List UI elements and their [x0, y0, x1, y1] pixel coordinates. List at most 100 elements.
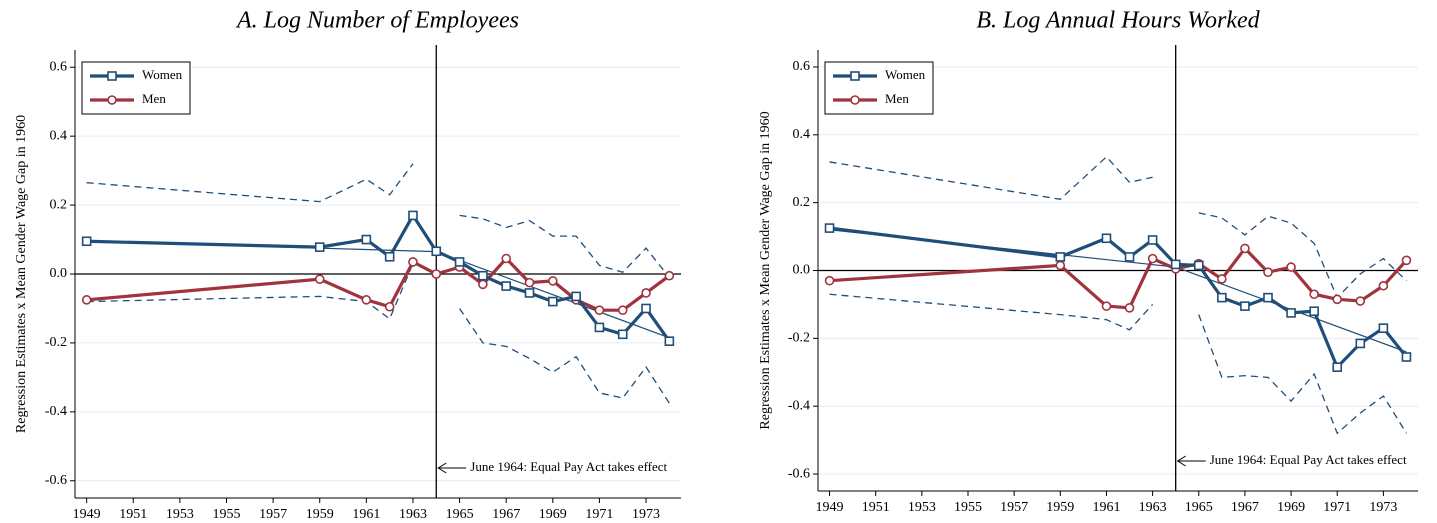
x-tick-label: 1951	[119, 507, 147, 522]
data-point	[1309, 306, 1319, 317]
data-point	[664, 270, 675, 281]
y-tick-label: -0.4	[45, 404, 67, 419]
data-point	[548, 276, 558, 286]
data-point	[501, 281, 511, 291]
annotation-arrow	[1176, 455, 1206, 467]
data-point	[1124, 303, 1135, 313]
confidence-bound	[86, 263, 670, 404]
data-point	[1332, 294, 1343, 305]
y-tick-label: 0.0	[793, 263, 811, 278]
data-point	[361, 295, 372, 305]
panel-title: A. Log Number of Employees	[235, 8, 519, 34]
data-point	[824, 275, 835, 286]
x-tick-label: 1969	[1277, 500, 1305, 515]
data-point	[1240, 301, 1250, 311]
data-point	[478, 270, 488, 281]
trend-line	[86, 240, 670, 339]
x-tick-label: 1971	[1323, 500, 1351, 515]
data-point	[454, 257, 465, 267]
data-point	[1101, 233, 1112, 244]
data-point	[594, 305, 605, 315]
data-point	[617, 329, 628, 340]
data-point	[1263, 267, 1273, 277]
data-point	[1355, 338, 1366, 349]
data-point	[1401, 352, 1412, 362]
data-point	[1332, 362, 1343, 372]
data-point	[1401, 255, 1412, 266]
data-point	[1217, 274, 1227, 284]
x-tick-label: 1959	[1046, 500, 1074, 515]
data-point	[1217, 292, 1227, 303]
x-tick-label: 1949	[816, 500, 844, 515]
data-point	[664, 336, 675, 347]
legend-marker	[107, 95, 117, 105]
legend-label: Women	[885, 67, 926, 82]
data-point	[524, 277, 535, 288]
legend-marker	[107, 71, 117, 81]
panel: A. Log Number of Employees Regression Est…	[14, 8, 681, 522]
data-point	[641, 303, 651, 314]
y-tick-label: 0.4	[793, 127, 811, 142]
x-tick-label: 1973	[1369, 500, 1397, 515]
annotation: June 1964: Equal Pay Act takes effect	[470, 459, 667, 474]
y-tick-label: 0.4	[50, 128, 68, 143]
x-tick-label: 1969	[539, 507, 567, 522]
x-tick-label: 1963	[1139, 500, 1167, 515]
x-tick-label: 1957	[259, 507, 287, 522]
confidence-bound	[829, 293, 1408, 435]
y-tick-label: -0.4	[788, 398, 810, 413]
data-point	[408, 257, 418, 267]
data-point	[1378, 280, 1389, 291]
legend-label: Men	[885, 91, 909, 106]
x-tick-label: 1949	[73, 507, 101, 522]
y-tick-label: 0.2	[793, 195, 811, 210]
x-tick-label: 1955	[954, 500, 982, 515]
y-tick-label: -0.6	[45, 473, 67, 488]
data-point	[548, 296, 558, 307]
data-point	[1170, 259, 1181, 270]
annotation: June 1964: Equal Pay Act takes effect	[1210, 452, 1407, 467]
series-line	[86, 256, 671, 312]
data-point	[431, 246, 442, 257]
data-point	[81, 236, 92, 247]
annotation-arrow	[437, 462, 467, 474]
x-tick-label: 1957	[1000, 500, 1028, 515]
data-point	[1147, 253, 1158, 264]
x-tick-label: 1961	[1092, 500, 1120, 515]
data-point	[641, 288, 651, 298]
y-tick-label: 0.2	[50, 197, 68, 212]
y-axis-label: Regression Estimates x Mean Gender Wage …	[758, 111, 773, 429]
x-tick-label: 1955	[213, 507, 241, 522]
panel-title: B. Log Annual Hours Worked	[976, 8, 1260, 34]
x-tick-label: 1965	[1185, 500, 1213, 515]
data-point	[1378, 323, 1389, 333]
x-tick-label: 1953	[908, 500, 936, 515]
x-tick-label: 1951	[862, 500, 890, 515]
data-point	[314, 274, 325, 284]
x-tick-label: 1953	[166, 507, 194, 522]
x-tick-label: 1965	[446, 507, 474, 522]
legend-box	[824, 61, 934, 115]
series-line	[829, 245, 1408, 310]
data-point	[1193, 260, 1204, 271]
y-tick-label: 0.6	[793, 59, 811, 74]
data-point	[1147, 235, 1158, 245]
data-point	[1355, 296, 1366, 306]
data-point	[1309, 289, 1319, 300]
y-tick-label: -0.2	[788, 331, 810, 346]
series-line	[86, 212, 671, 343]
data-point	[408, 210, 418, 221]
confidence-bound	[86, 163, 670, 278]
data-point	[478, 279, 488, 290]
x-tick-label: 1963	[399, 507, 427, 522]
data-point	[524, 288, 535, 298]
legend-label: Men	[142, 91, 166, 106]
data-point	[1263, 292, 1273, 303]
data-point	[384, 251, 395, 262]
legend-marker	[850, 95, 860, 105]
data-point	[1055, 260, 1066, 271]
y-tick-label: 0.0	[50, 266, 68, 281]
x-tick-label: 1971	[585, 507, 613, 522]
data-point	[384, 301, 395, 312]
data-point	[81, 295, 92, 305]
